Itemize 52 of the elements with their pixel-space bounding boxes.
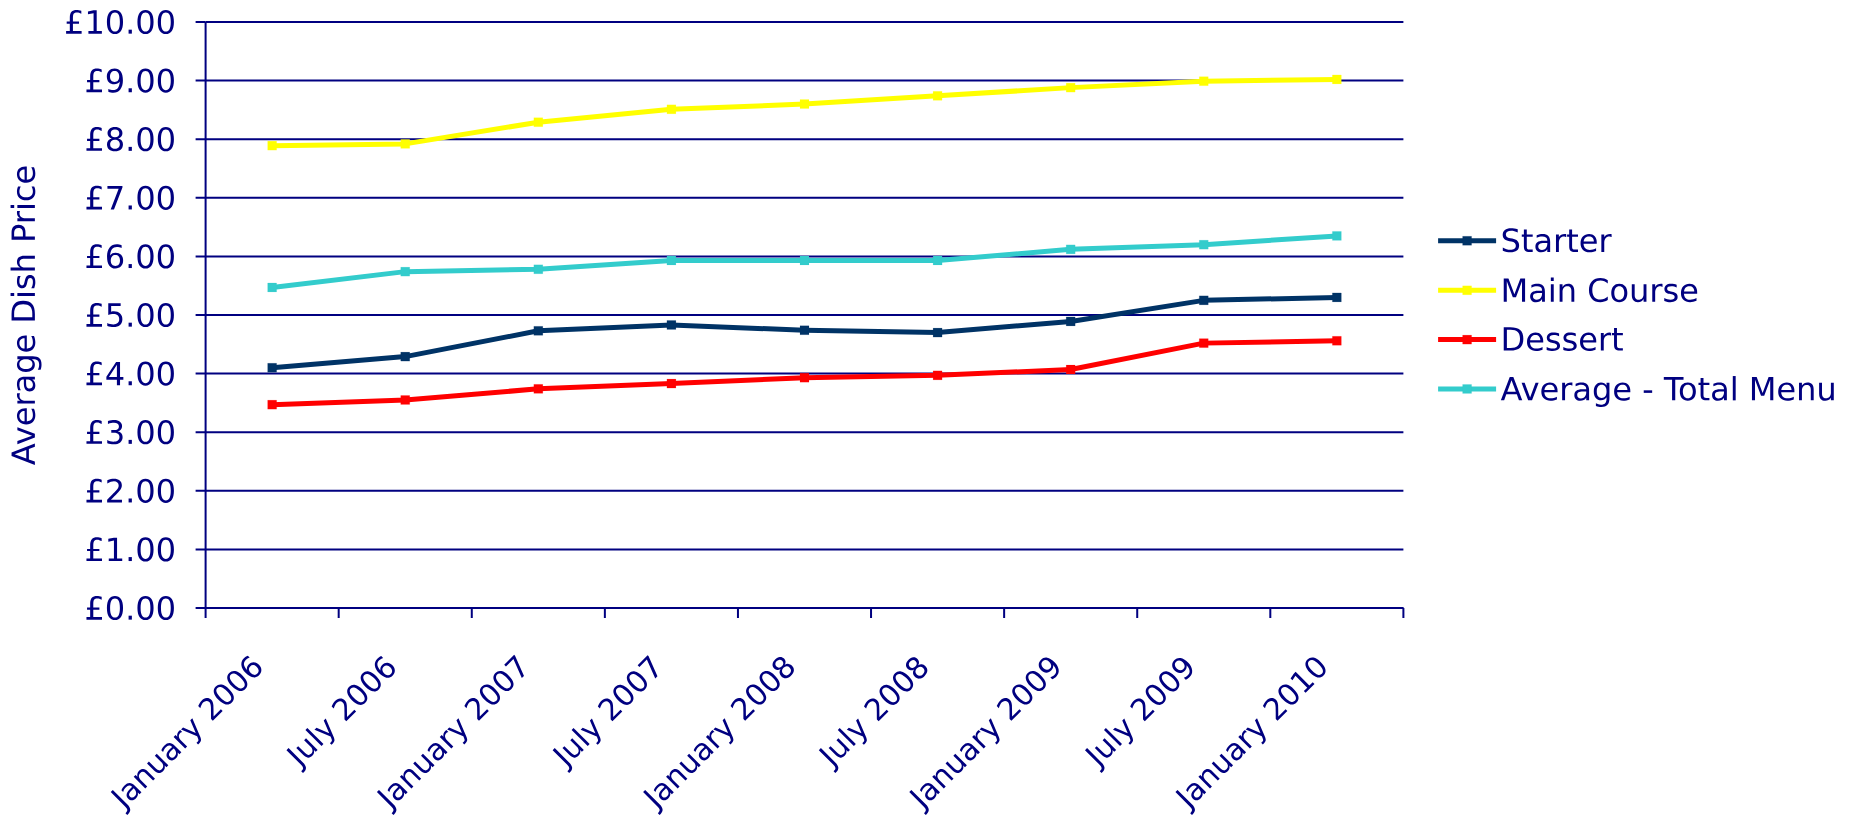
point: [1332, 231, 1342, 241]
y-tick-label: £0.00: [86, 595, 174, 621]
point: [933, 91, 943, 101]
point: [1199, 240, 1209, 250]
point: [666, 255, 676, 266]
point: [1066, 364, 1076, 375]
point: [533, 117, 543, 127]
point: [1199, 76, 1209, 86]
point: [1066, 83, 1076, 93]
point: [666, 104, 676, 114]
y-tick-label: £4.00: [86, 361, 174, 386]
point: [1332, 336, 1342, 346]
point: [533, 326, 543, 336]
point: [400, 352, 410, 362]
point: [799, 325, 810, 335]
point: [1332, 292, 1342, 302]
y-tick-label: £6.00: [86, 244, 174, 269]
point: [933, 370, 943, 380]
y-tick-label: £10.00: [66, 9, 174, 35]
point: [400, 139, 410, 149]
point: [1066, 244, 1076, 254]
point: [933, 255, 943, 266]
point: [933, 328, 943, 338]
y-tick-label: £9.00: [86, 68, 174, 93]
point: [533, 384, 543, 394]
point: [400, 395, 410, 405]
point: [666, 320, 676, 330]
point: [267, 141, 277, 151]
y-tick-label: £7.00: [86, 185, 174, 210]
point: [267, 282, 277, 293]
point: [1066, 316, 1076, 326]
legend-label: Starter: [1502, 228, 1612, 253]
y-tick-label: £8.00: [86, 127, 174, 152]
legend-label: Main Course: [1503, 277, 1698, 303]
y-tick-label: £5.00: [86, 302, 174, 328]
point: [666, 379, 676, 389]
point: [267, 400, 277, 410]
y-tick-label: £3.00: [86, 420, 174, 445]
y-tick-label: £2.00: [86, 478, 174, 503]
point: [1199, 338, 1209, 348]
y-tick-label: £1.00: [86, 537, 174, 562]
point: [267, 363, 277, 373]
point: [1199, 295, 1209, 305]
point: [533, 264, 543, 274]
legend-label: Average - Total Menu: [1500, 376, 1834, 407]
y-axis-title: Average Dish Price: [10, 166, 42, 465]
point: [799, 99, 810, 109]
point: [1332, 74, 1342, 84]
legend-label: Dessert: [1503, 327, 1623, 351]
point: [400, 267, 410, 277]
point: [799, 373, 810, 383]
point: [799, 255, 810, 266]
